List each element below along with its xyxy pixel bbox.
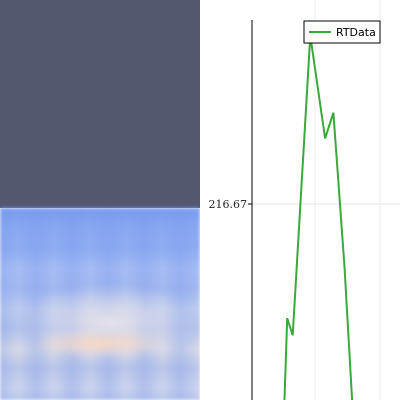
series-layer — [283, 35, 354, 400]
render-view-top[interactable] — [0, 0, 200, 208]
line-chart: 216.67 RTData — [209, 0, 400, 400]
render-view-bottom[interactable] — [0, 208, 200, 400]
grid-layer — [252, 0, 400, 400]
axis-layer: 216.67 — [209, 20, 253, 400]
legend[interactable]: RTData — [303, 20, 381, 44]
line-chart-view[interactable]: 216.67 RTData — [200, 0, 400, 400]
y-tick-label: 216.67 — [209, 198, 248, 211]
legend-box — [303, 20, 381, 44]
legend-label: RTData — [336, 26, 376, 39]
series-line-rtdata — [283, 35, 354, 400]
